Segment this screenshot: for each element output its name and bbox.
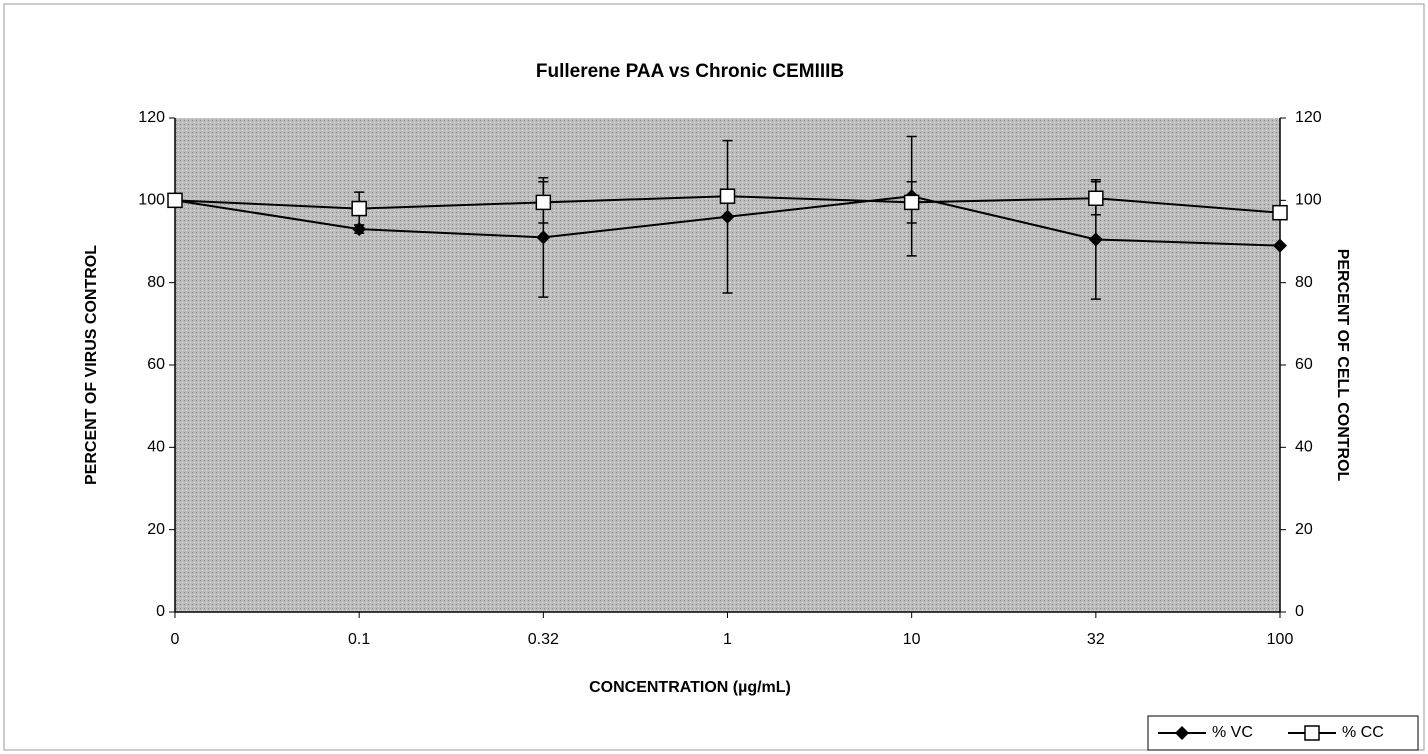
data-point [352, 222, 367, 237]
frame [3, 3, 1425, 751]
y2-axis-label: PERCENT OF CELL CONTROL [1334, 249, 1351, 482]
y-tick-label: 100 [138, 192, 165, 209]
data-point [720, 209, 735, 224]
legend-label: % VC [1212, 724, 1253, 741]
x-tick-label: 0.1 [348, 631, 370, 648]
y-tick-label: 40 [147, 439, 165, 456]
data-point [1272, 204, 1288, 221]
y-tick-label: 20 [147, 521, 165, 538]
y-tick-label: 120 [138, 109, 165, 126]
data-point [535, 194, 552, 211]
y2-tick-label: 100 [1295, 192, 1322, 209]
data-point [719, 188, 736, 204]
x-tick-label: 1 [723, 631, 732, 648]
y2-tick-label: 20 [1295, 521, 1313, 538]
legend-label: % CC [1342, 724, 1384, 741]
data-point [1273, 238, 1287, 253]
data-point [536, 230, 551, 245]
y2-tick-label: 120 [1295, 109, 1322, 126]
chart-title: Fullerene PAA vs Chronic CEMIIIB [536, 61, 844, 82]
data-point [1088, 190, 1104, 207]
x-axis-label: CONCENTRATION (µg/mL) [589, 679, 791, 696]
legend-marker [1304, 725, 1320, 741]
data-point [903, 194, 920, 211]
x-tick-label: 0.32 [528, 631, 559, 648]
y-axis-label: PERCENT OF VIRUS CONTROL [83, 245, 100, 485]
y-tick-label: 80 [147, 274, 165, 291]
data-point [351, 200, 367, 217]
data-point [1088, 232, 1103, 247]
x-tick-label: 32 [1087, 631, 1105, 648]
x-tick-label: 0 [171, 631, 180, 648]
x-tick-label: 100 [1267, 631, 1294, 648]
y2-tick-label: 0 [1295, 603, 1304, 620]
x-tick-label: 10 [903, 631, 921, 648]
legend-marker [1175, 726, 1189, 740]
y-tick-label: 0 [156, 603, 165, 620]
data-point [167, 192, 183, 209]
y2-tick-label: 60 [1295, 356, 1313, 373]
y2-tick-label: 80 [1295, 274, 1313, 291]
y2-tick-label: 40 [1295, 439, 1313, 456]
y-tick-label: 60 [147, 356, 165, 373]
